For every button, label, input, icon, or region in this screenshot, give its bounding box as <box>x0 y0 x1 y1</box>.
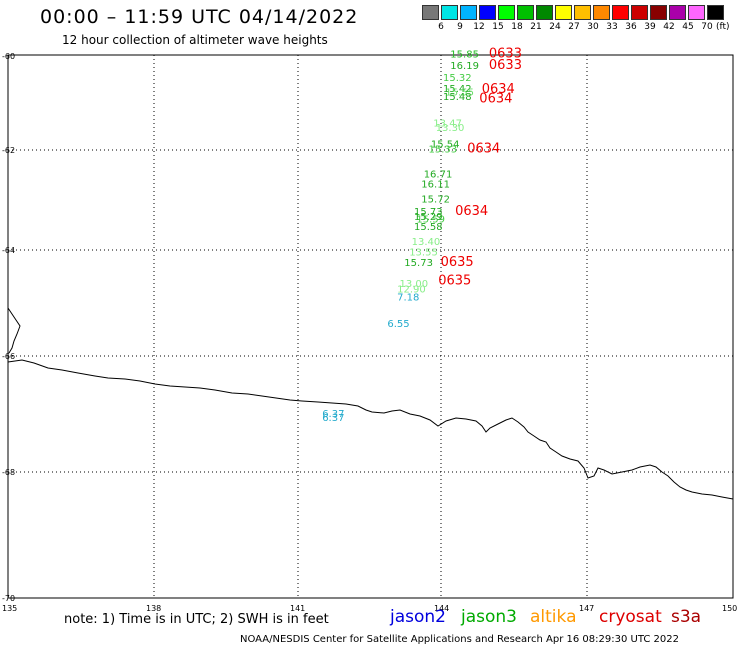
color-scale-swatch <box>536 5 553 20</box>
wave-height-label: 13.47 <box>433 118 462 129</box>
wave-height-label: 15.33 <box>429 145 458 156</box>
satellite-legend-jason3: jason3 <box>461 607 517 627</box>
pass-time-label: 0634 <box>455 204 488 219</box>
color-scale-label: 12 <box>473 22 485 32</box>
color-scale-label: 70 <box>701 22 713 32</box>
coast-west-inlet <box>7 307 21 354</box>
satellite-legend-altika: altika <box>530 607 577 627</box>
color-scale-label: 39 <box>644 22 656 32</box>
color-scale-swatch <box>555 5 572 20</box>
color-scale-label: 36 <box>625 22 637 32</box>
color-scale-label: 42 <box>663 22 675 32</box>
color-scale-swatch <box>688 5 705 20</box>
lat-label: -60 <box>2 52 16 61</box>
wave-height-label: 15.73 <box>404 258 433 269</box>
wave-height-label: 15.59 <box>416 215 445 226</box>
wave-height-label: 7.18 <box>397 292 419 303</box>
wave-height-label: 13.40 <box>412 237 441 248</box>
color-scale-swatch <box>517 5 534 20</box>
lon-label: 135 <box>2 604 18 613</box>
wave-height-label: 15.54 <box>431 140 460 151</box>
color-scale-label: 9 <box>457 22 463 32</box>
color-scale-swatch <box>479 5 496 20</box>
lon-label: 144 <box>434 604 450 613</box>
satellite-legend-cryosat: cryosat <box>599 607 662 627</box>
wave-height-label: 16.71 <box>424 170 453 181</box>
color-scale-label: 24 <box>549 22 561 32</box>
wave-height-label: 13.55 <box>409 247 438 258</box>
color-scale-label: 18 <box>511 22 523 32</box>
color-scale-swatch <box>441 5 458 20</box>
wave-height-label: 15.48 <box>443 92 472 103</box>
pass-time-label: 0633 <box>489 58 522 73</box>
pass-time-label: 0633 <box>489 46 522 61</box>
wave-height-label: 15.29 <box>414 212 443 223</box>
wave-height-label: 15.32 <box>443 73 472 84</box>
lon-label: 138 <box>146 604 162 613</box>
color-scale-label: 30 <box>587 22 599 32</box>
lat-label: -64 <box>2 246 16 255</box>
wave-height-label: 16.19 <box>450 61 479 72</box>
lat-label: -66 <box>2 352 16 361</box>
wave-height-label: 6.55 <box>387 319 409 330</box>
color-scale-swatch <box>707 5 724 20</box>
color-scale-swatch <box>612 5 629 20</box>
color-scale-swatch <box>669 5 686 20</box>
wave-height-label: 15.55 <box>445 87 474 98</box>
wave-height-label: 12.90 <box>397 284 426 295</box>
color-scale-swatch <box>498 5 515 20</box>
color-scale-swatch <box>631 5 648 20</box>
wave-height-label: 6.37 <box>322 409 344 420</box>
satellite-legend-s3a: s3a <box>671 607 702 627</box>
footer-note: note: 1) Time is in UTC; 2) SWH is in fe… <box>64 612 329 627</box>
color-scale-swatch <box>650 5 667 20</box>
color-scale-label: 45 <box>682 22 694 32</box>
wave-height-label: 15.72 <box>421 195 450 206</box>
wave-height-label: 15.85 <box>450 49 479 60</box>
color-scale-unit: (ft) <box>716 22 730 32</box>
color-scale-swatch <box>460 5 477 20</box>
wave-height-label: 13.00 <box>400 279 429 290</box>
wave-height-label: 15.58 <box>414 222 443 233</box>
color-scale-swatch <box>593 5 610 20</box>
lat-label: -68 <box>2 468 16 477</box>
pass-time-label: 0634 <box>482 82 515 97</box>
color-scale-label: 33 <box>606 22 618 32</box>
color-scale-swatch <box>422 5 439 20</box>
pass-time-label: 0634 <box>467 142 500 157</box>
lon-label: 147 <box>579 604 595 613</box>
antarctic-coastline <box>7 359 734 500</box>
satellite-legend-jason2: jason2 <box>390 607 446 627</box>
lon-label: 141 <box>290 604 306 613</box>
color-scale-label: 27 <box>568 22 580 32</box>
pass-time-label: 0635 <box>441 255 474 270</box>
color-scale-label: 6 <box>438 22 444 32</box>
wave-height-label: 16.11 <box>421 180 450 191</box>
lat-label: -62 <box>2 146 16 155</box>
credit-line: NOAA/NESDIS Center for Satellite Applica… <box>240 634 679 645</box>
lat-label: -70 <box>2 594 16 603</box>
color-scale-label: 15 <box>492 22 504 32</box>
pass-time-label: 0634 <box>479 92 512 107</box>
wave-height-label: 13.30 <box>436 123 465 134</box>
wave-height-label: 6.37 <box>322 413 344 424</box>
map-frame <box>7 54 734 599</box>
page-subtitle: 12 hour collection of altimeter wave hei… <box>62 33 328 47</box>
color-scale-label: 21 <box>530 22 542 32</box>
pass-time-label: 0635 <box>438 274 471 289</box>
page-title: 00:00 – 11:59 UTC 04/14/2022 <box>40 6 359 28</box>
wave-height-label: 15.73 <box>414 207 443 218</box>
lon-label: 150 <box>722 604 738 613</box>
color-scale-swatch <box>574 5 591 20</box>
wave-height-label: 15.42 <box>443 84 472 95</box>
